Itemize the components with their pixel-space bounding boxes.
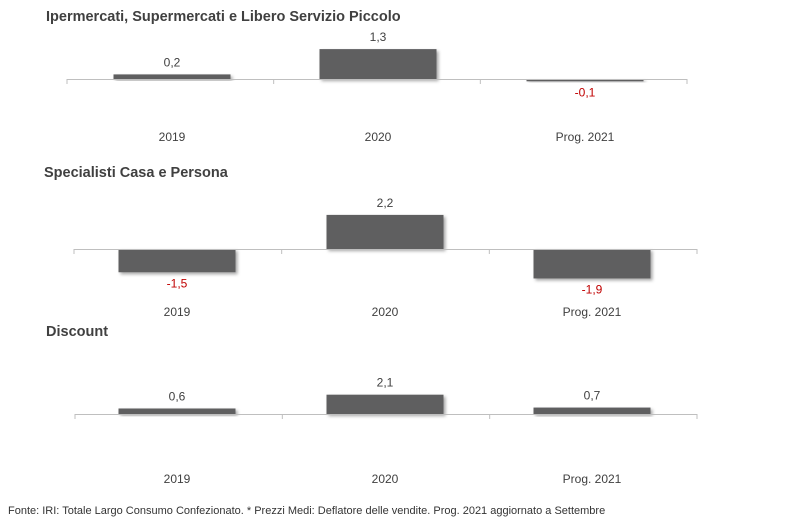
bar <box>533 407 651 414</box>
bar <box>118 408 236 414</box>
data-label: -1,5 <box>167 276 188 290</box>
tick-label: Prog. 2021 <box>563 305 622 319</box>
data-label: -0,1 <box>575 85 596 99</box>
data-label: -1,9 <box>582 282 603 296</box>
chart-panel-3: Discount 0,6 2,1 0,7 2019 2020 Prog. 2021 <box>46 324 698 486</box>
bar <box>118 249 236 273</box>
tick-label: 2020 <box>372 472 399 486</box>
data-label: 0,6 <box>169 389 186 403</box>
source-footnote: Fonte: IRI: Totale Largo Consumo Confezi… <box>8 505 606 517</box>
chart-panel-1: Ipermercati, Supermercati e Libero Servi… <box>46 9 688 144</box>
chart-title: Ipermercati, Supermercati e Libero Servi… <box>46 9 401 25</box>
chart-title: Specialisti Casa e Persona <box>44 165 229 181</box>
bar <box>319 49 437 79</box>
data-label: 1,3 <box>370 30 387 44</box>
tick-label: Prog. 2021 <box>563 472 622 486</box>
bar <box>326 214 444 249</box>
bar <box>113 74 231 79</box>
data-label: 2,2 <box>377 196 394 210</box>
data-label: 0,7 <box>584 389 601 403</box>
bar <box>533 249 651 279</box>
tick-label: 2019 <box>164 305 191 319</box>
tick-label: 2019 <box>159 130 186 144</box>
bar <box>326 394 444 414</box>
tick-label: 2020 <box>372 305 399 319</box>
bar <box>526 79 644 82</box>
data-label: 0,2 <box>164 55 181 69</box>
chart-panel-2: Specialisti Casa e Persona -1,5 2,2 -1,9 201… <box>44 165 698 319</box>
data-label: 2,1 <box>377 376 394 390</box>
tick-label: 2020 <box>365 130 392 144</box>
chart-title: Discount <box>46 324 108 340</box>
tick-label: Prog. 2021 <box>556 130 615 144</box>
tick-label: 2019 <box>164 472 191 486</box>
